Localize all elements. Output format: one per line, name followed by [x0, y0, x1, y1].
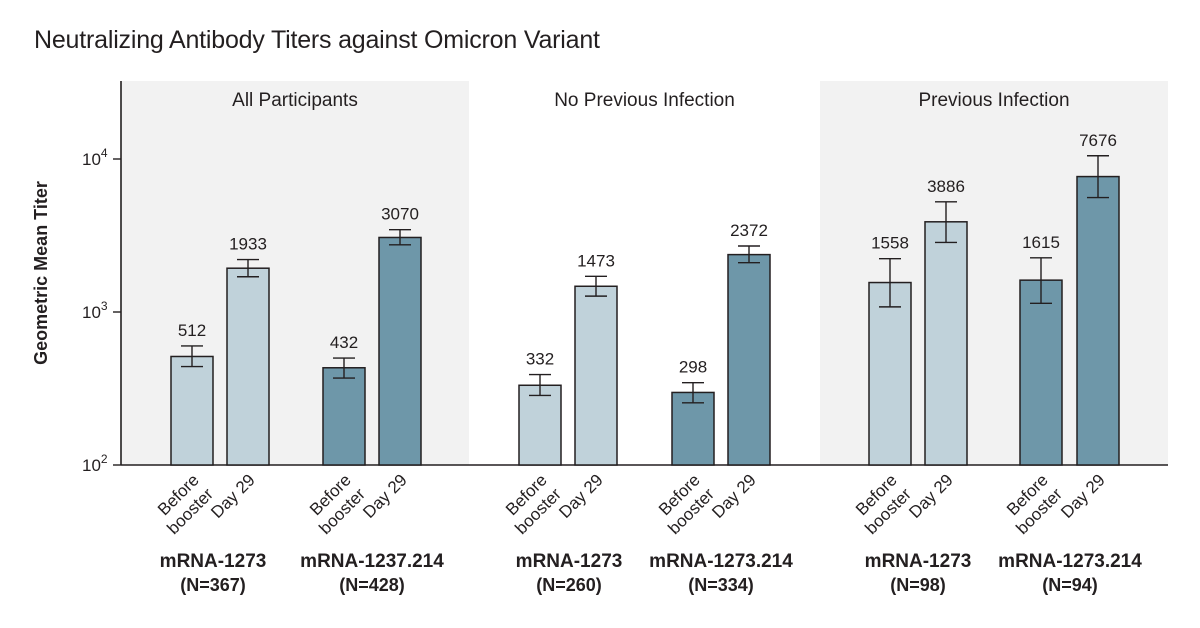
group-vaccine-label: mRNA-1273 [516, 551, 623, 572]
x-tick-label: Day 29 [1057, 470, 1109, 522]
data-label: 2372 [730, 221, 768, 240]
data-label: 1615 [1022, 233, 1060, 252]
x-tick-label: Beforebooster [998, 470, 1066, 538]
bar [518, 384, 562, 466]
data-label: 332 [526, 350, 554, 369]
group-n-label: (N=260) [536, 575, 602, 595]
group-n-label: (N=367) [180, 575, 246, 595]
panel-title: No Previous Infection [554, 90, 735, 111]
y-tick-label: 104 [82, 146, 108, 169]
data-label: 1933 [229, 235, 267, 254]
bar [727, 253, 771, 466]
bar [924, 221, 968, 466]
data-label: 432 [330, 333, 358, 352]
data-label: 1473 [577, 251, 615, 270]
group-vaccine-label: mRNA-1273.214 [649, 551, 793, 572]
data-label: 1558 [871, 234, 909, 253]
x-tick-label: Beforebooster [497, 470, 565, 538]
group-vaccine-label: mRNA-1273.214 [998, 551, 1142, 572]
bar [574, 285, 618, 466]
x-tick-label: Beforebooster [650, 470, 718, 538]
chart-title: Neutralizing Antibody Titers against Omi… [34, 26, 600, 54]
bar [170, 355, 214, 466]
bar [226, 267, 270, 466]
x-tick-label: Beforebooster [149, 470, 217, 538]
bar [322, 367, 366, 466]
panel-title: All Participants [232, 90, 358, 111]
y-tick-label: 103 [82, 299, 108, 322]
group-vaccine-label: mRNA-1273 [160, 551, 267, 572]
bar [1019, 279, 1063, 466]
y-tick-label: 102 [82, 452, 108, 475]
bar [868, 281, 912, 466]
x-tick-label: Beforebooster [847, 470, 915, 538]
data-label: 298 [679, 358, 707, 377]
group-n-label: (N=94) [1042, 575, 1098, 595]
bar [1076, 175, 1120, 466]
group-n-label: (N=98) [890, 575, 946, 595]
group-n-label: (N=334) [688, 575, 754, 595]
group-n-label: (N=428) [339, 575, 405, 595]
group-vaccine-label: mRNA-1237.214 [300, 551, 444, 572]
x-tick-label: Beforebooster [301, 470, 369, 538]
bar [378, 236, 422, 466]
group-vaccine-label: mRNA-1273 [865, 551, 972, 572]
y-axis-label: Geometric Mean Titer [31, 181, 51, 365]
data-label: 512 [178, 321, 206, 340]
data-label: 3886 [927, 177, 965, 196]
data-label: 3070 [381, 205, 419, 224]
data-label: 7676 [1079, 131, 1117, 150]
panel-title: Previous Infection [918, 90, 1069, 111]
